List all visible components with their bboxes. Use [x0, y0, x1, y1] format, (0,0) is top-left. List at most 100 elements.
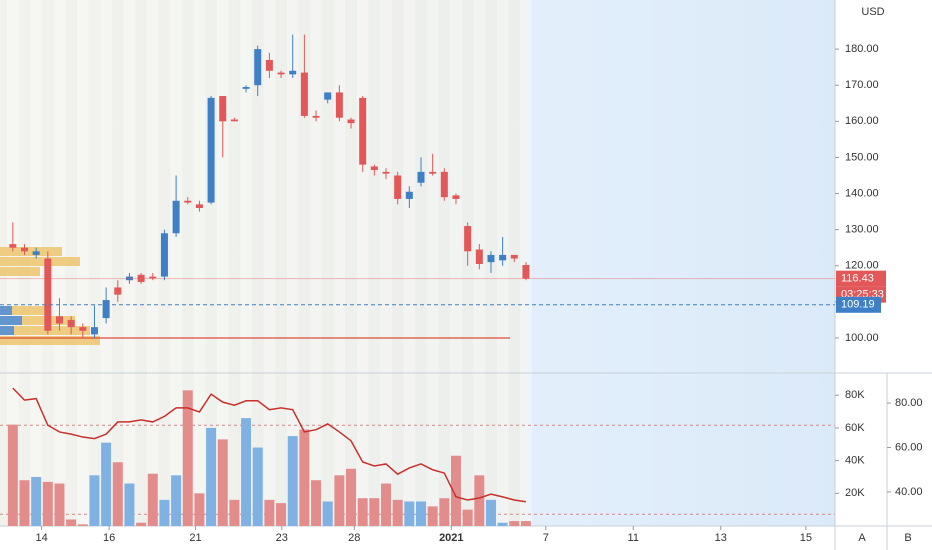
volume-bar: [89, 475, 100, 526]
stripe: [146, 0, 159, 526]
candle-body: [475, 249, 483, 264]
price-badge-label: 116.43: [841, 273, 874, 285]
candle-body: [510, 254, 518, 259]
candle-body: [149, 276, 157, 279]
candle-body: [9, 244, 17, 248]
stripes: [7, 0, 532, 526]
volume-bar: [171, 475, 182, 526]
candle-body: [55, 316, 63, 324]
stripe: [193, 0, 206, 526]
y2-tick-label: 60.00: [895, 441, 923, 453]
volume-bar: [346, 468, 357, 526]
volume-bar: [19, 480, 30, 526]
candle-body: [405, 191, 413, 199]
x-tick-label: 15: [800, 532, 812, 544]
candle-body: [359, 97, 367, 165]
volume-bar: [77, 524, 88, 526]
candle-body: [242, 87, 250, 89]
volume-bar: [497, 522, 508, 526]
price-badge: [836, 270, 886, 287]
candle-body: [32, 251, 40, 255]
volume-bar: [124, 483, 135, 526]
candle-body: [522, 265, 530, 279]
currency-label: USD: [861, 6, 884, 18]
price-badge-label: 109.19: [841, 299, 875, 311]
scale-button[interactable]: A: [858, 532, 866, 544]
x-tick-label: 14: [36, 532, 48, 544]
candle-body: [195, 204, 203, 208]
volume-bar: [381, 483, 392, 526]
candle-body: [487, 254, 495, 263]
volume-bar: [334, 475, 345, 526]
volume-bar: [7, 424, 18, 526]
y-tick-label: 60K: [845, 422, 865, 434]
volume-bar: [311, 480, 322, 526]
volume-bar: [101, 442, 112, 526]
volume-bar: [194, 493, 205, 526]
x-tick-label: 11: [628, 532, 639, 544]
candle-body: [20, 247, 28, 252]
y-tick-label: 150.00: [845, 151, 879, 163]
volume-bar: [415, 501, 426, 526]
candle-body: [300, 72, 308, 116]
stripe: [333, 0, 346, 526]
volume-bar: [287, 436, 298, 526]
x-tick-label: 13: [715, 532, 727, 544]
time-axis-background: [0, 526, 932, 550]
volume-bar: [241, 418, 252, 526]
stripe: [170, 0, 182, 526]
candle-body: [417, 171, 425, 183]
volume-bar: [42, 481, 53, 526]
candle-body: [464, 226, 472, 252]
candle-body: [312, 115, 320, 118]
y-tick-label: 160.00: [845, 115, 879, 127]
volume-bar: [217, 439, 228, 526]
y2-tick-label: 40.00: [895, 486, 923, 498]
candle-body: [67, 319, 75, 328]
candle-body: [265, 59, 273, 71]
volume-bar: [112, 462, 123, 526]
candle-body: [499, 254, 507, 261]
candle-body: [102, 300, 110, 319]
y2-tick-label: 80.00: [895, 397, 923, 409]
volume-bar: [229, 499, 240, 526]
candle-body: [230, 119, 238, 122]
volume-bar: [369, 498, 380, 526]
candle-body: [277, 72, 285, 75]
volume-bar: [31, 476, 42, 526]
volume-bar: [264, 499, 275, 526]
y-tick-label: 170.00: [845, 79, 879, 91]
volume-bar: [462, 509, 473, 526]
stripe: [263, 0, 276, 526]
volume-bar: [147, 473, 158, 526]
volume-bar: [474, 475, 485, 526]
candle-body: [137, 274, 145, 283]
candle-body: [440, 171, 448, 198]
stripe: [100, 0, 112, 526]
candle-body: [452, 195, 460, 199]
candle-body: [289, 70, 297, 75]
x-tick-label: 16: [103, 532, 115, 544]
volume-bar: [392, 499, 403, 526]
stripe: [216, 0, 229, 526]
stripe: [286, 0, 299, 526]
candle-body: [184, 200, 192, 203]
x-tick-label: 28: [348, 532, 360, 544]
volume-bar: [159, 499, 170, 526]
candle-body: [44, 258, 52, 331]
candle-body: [429, 171, 437, 174]
stripe: [356, 0, 369, 526]
candle-body: [382, 171, 390, 174]
volume-bar: [520, 521, 531, 526]
y-tick-label: 100.00: [845, 332, 879, 344]
stripe: [77, 0, 89, 526]
stripe: [310, 0, 322, 526]
volume-bar: [439, 498, 450, 526]
y-tick-label: 120.00: [845, 260, 879, 272]
volume-bar: [450, 455, 461, 526]
volume-bar: [54, 483, 65, 526]
stripe: [450, 0, 462, 526]
stripe: [380, 0, 392, 526]
scale-button[interactable]: B: [904, 532, 911, 544]
